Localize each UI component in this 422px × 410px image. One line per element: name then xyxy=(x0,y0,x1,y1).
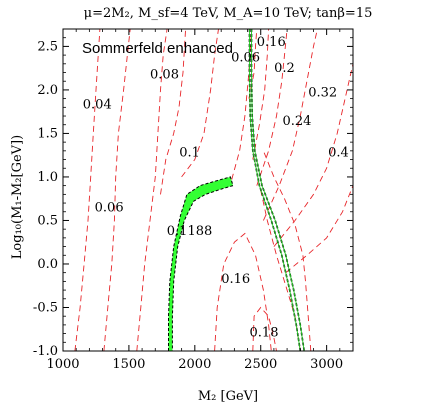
contour-label-11: 0.4 xyxy=(328,146,349,161)
boundary-contour-1 xyxy=(248,29,302,351)
contour-label-13: 0.18 xyxy=(250,326,279,341)
axis-ticks: 1000 1500 2000 2500 3000 -1.0 -0.5 0.0 0.5 1.0 1.5… xyxy=(33,29,353,372)
x-axis-label: M₂ [GeV] xyxy=(198,389,258,404)
dashed-contour-5 xyxy=(181,29,219,178)
plot-area: 0.040.060.080.10.11880.060.160.20.320.24… xyxy=(74,29,353,351)
y-tick-label-0.5: 0.5 xyxy=(37,213,58,228)
x-tick-label-1500: 1500 xyxy=(112,357,145,372)
dashed-contour-8 xyxy=(252,29,270,160)
dashed-contour-11 xyxy=(273,63,353,247)
y-tick-label-1.5: 1.5 xyxy=(37,126,58,141)
chart-title: μ=2M₂, M_sf=4 TeV, M_A=10 TeV; tanβ=15 xyxy=(84,6,373,21)
contour-label-6: 0.06 xyxy=(231,51,260,66)
x-tick-label-3000: 3000 xyxy=(310,357,343,372)
x-tick-label-1000: 1000 xyxy=(46,357,79,372)
dashed-contour-12 xyxy=(285,185,353,274)
contour-label-9: 0.32 xyxy=(308,86,337,101)
dashed-contour-14 xyxy=(252,306,277,351)
boundary-contour-green-2 xyxy=(251,29,305,351)
y-axis-label: Log₁₀(M₁-M₂[GeV]) xyxy=(10,135,25,259)
dashed-contour-2 xyxy=(103,29,131,351)
contour-label-10: 0.24 xyxy=(283,114,312,129)
y-tick-label-2.0: 2.0 xyxy=(37,83,58,98)
dashed-contour-1 xyxy=(74,29,101,351)
dashed-contour-16 xyxy=(262,150,312,351)
contour-label-8: 0.2 xyxy=(274,61,295,76)
y-tick-label--1.0: -1.0 xyxy=(33,344,58,359)
y-tick-label--0.5: -0.5 xyxy=(33,300,58,315)
contour-label-1: 0.04 xyxy=(83,98,112,113)
x-tick-label-2500: 2500 xyxy=(244,357,277,372)
contour-label-3: 0.08 xyxy=(150,67,179,82)
y-tick-label-1.0: 1.0 xyxy=(37,170,58,185)
dashed-contour-9 xyxy=(256,29,288,186)
contour-label-12: 0.16 xyxy=(221,272,250,287)
contour-label-4: 0.1 xyxy=(179,146,200,161)
dashed-contour-10 xyxy=(262,29,318,221)
boundary-contour-green-1 xyxy=(249,29,301,351)
sommerfeld-annotation: Sommerfeld enhanced xyxy=(82,40,233,57)
contour-label-7: 0.16 xyxy=(257,35,286,50)
contour-label-5: 0.1188 xyxy=(167,224,213,239)
dashed-contour-15 xyxy=(260,189,301,351)
dashed-contour-13 xyxy=(214,232,272,351)
x-tick-label-2000: 2000 xyxy=(178,357,211,372)
green-relic-band xyxy=(168,176,234,351)
y-tick-label-2.5: 2.5 xyxy=(37,39,58,54)
contour-label-2: 0.06 xyxy=(95,200,124,215)
dashed-contour-4 xyxy=(160,29,187,195)
y-tick-label-0.0: 0.0 xyxy=(37,257,58,272)
dashed-contour-3 xyxy=(136,29,168,351)
